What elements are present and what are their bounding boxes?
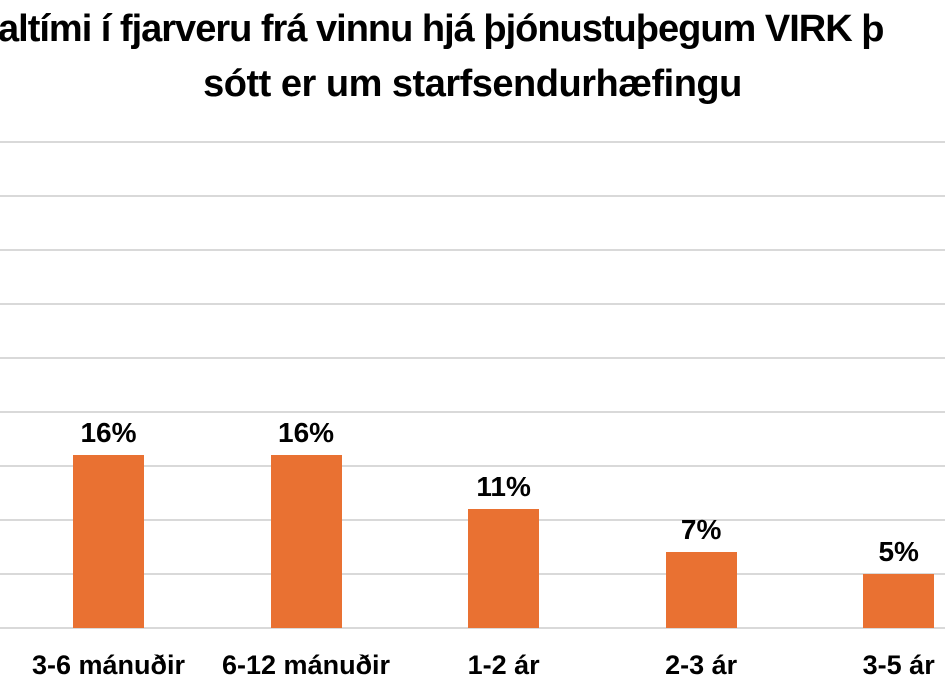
gridline — [0, 303, 945, 305]
chart-title-line1: altími í fjarveru frá vinnu hjá þjónustu… — [0, 8, 884, 50]
category-label: 3-6 mánuðir — [31, 650, 186, 680]
bar — [270, 455, 342, 628]
bar-data-label: 16% — [278, 417, 335, 448]
category-label: 6-12 mánuðir — [222, 650, 391, 680]
gridline — [0, 357, 945, 359]
category-label: 1-2 ár — [467, 650, 540, 680]
gridline — [0, 249, 945, 251]
bar — [665, 552, 737, 628]
category-label: 2-3 ár — [665, 650, 738, 680]
bar-data-label: 7% — [680, 514, 722, 545]
gridline — [0, 627, 945, 629]
bar-data-label: 11% — [476, 471, 531, 502]
bar — [73, 455, 144, 628]
gridline — [0, 411, 945, 413]
category-label: 3-5 ár — [862, 650, 935, 680]
bar — [863, 574, 935, 628]
gridline — [0, 465, 945, 467]
gridline — [0, 141, 945, 143]
bar-data-label: 16% — [80, 417, 137, 448]
bar-data-label: 5% — [878, 536, 919, 567]
gridline — [0, 195, 945, 197]
bar — [468, 509, 540, 628]
chart-title-line2: sótt er um starfsendurhæfingu — [203, 63, 742, 105]
